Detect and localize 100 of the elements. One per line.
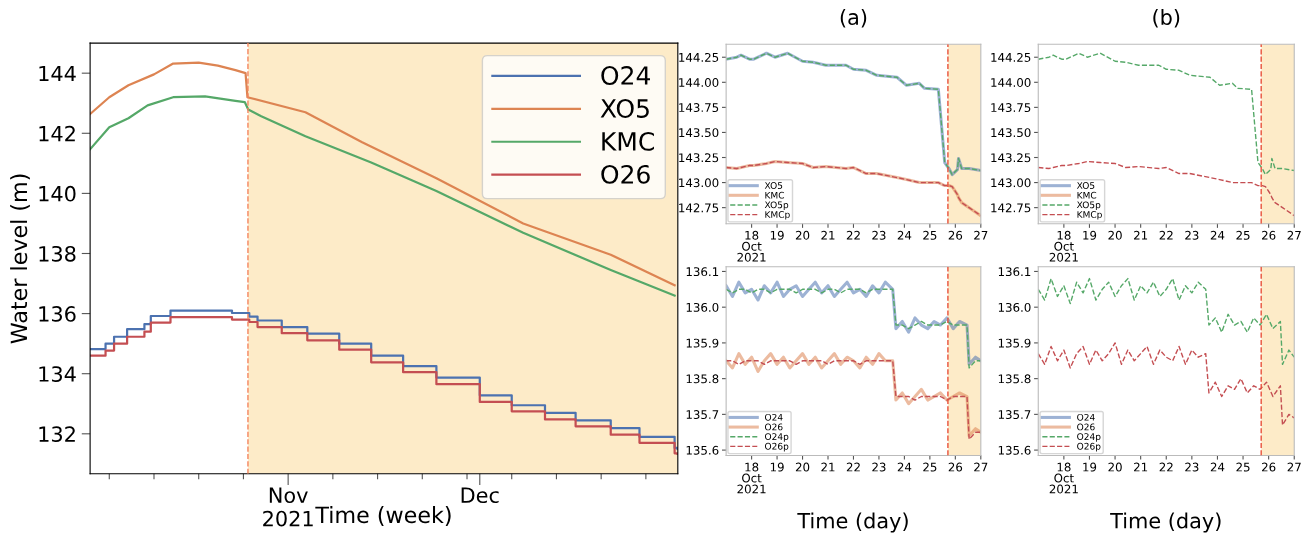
y-tick-label: 142.75 — [679, 203, 719, 213]
legend-label: KMC — [602, 131, 654, 151]
y-tick-label: 135.7 — [686, 410, 719, 420]
x-tick-label: 20 — [1108, 462, 1122, 472]
legend-label: XO5 — [600, 99, 649, 118]
x-tick-label: 26 — [1262, 230, 1276, 240]
y-tick-label: 136.0 — [998, 302, 1031, 312]
x-tick-label: 23 — [1185, 230, 1199, 240]
legend-label: O26 — [765, 423, 783, 431]
y-tick-label: 136 — [39, 306, 76, 322]
x-tick-label: 18 Oct 2021 — [737, 462, 766, 494]
x-tick-label: 24 — [897, 230, 912, 240]
legend-label: O26 — [1077, 423, 1095, 431]
y-tick-label: 143.75 — [991, 103, 1031, 113]
y-tick-label: 143.00 — [679, 178, 719, 188]
x-tick-label: 19 — [1083, 462, 1097, 472]
y-tick-label: 142 — [39, 125, 75, 142]
x-tick-label: 22 — [1159, 462, 1173, 472]
x-tick-label: 19 — [770, 230, 784, 240]
y-tick-label: 136.1 — [998, 267, 1031, 277]
x-tick-label: 26 — [948, 230, 963, 240]
y-tick-label: 135.7 — [998, 410, 1031, 420]
y-tick-label: 135.8 — [998, 374, 1031, 384]
x-tick-label: Nov 2021 — [263, 487, 313, 527]
x-tick-label: 27 — [1287, 230, 1301, 240]
x-tick-label: 22 — [846, 462, 860, 472]
y-tick-label: 140 — [39, 185, 76, 202]
legend-label: O24 — [601, 66, 650, 85]
legend-label: O26p — [1077, 442, 1101, 452]
y-tick-label: 135.8 — [686, 374, 719, 384]
x-tick-label: 21 — [821, 462, 835, 472]
legend-label: O24 — [1077, 413, 1095, 421]
x-tick-label: 23 — [872, 462, 886, 472]
x-tick-label: 19 — [770, 462, 784, 472]
x-tick-label: 27 — [1287, 462, 1301, 472]
x-axis-title: Time (day) — [1110, 512, 1221, 533]
legend-label: KMCp — [765, 211, 790, 220]
x-tick-label: 21 — [821, 230, 835, 240]
y-tick-label: 135.9 — [686, 338, 719, 348]
legend-label: O26 — [601, 164, 650, 184]
x-tick-label: 27 — [974, 230, 988, 240]
legend-label: KMC — [1077, 191, 1097, 199]
y-tick-label: 143.50 — [679, 128, 719, 138]
x-tick-label: 20 — [795, 230, 810, 240]
chart-title: (a) — [840, 8, 867, 28]
y-tick-label: 134 — [39, 366, 76, 382]
x-tick-label: 21 — [1134, 230, 1148, 240]
x-tick-label: 23 — [872, 230, 886, 240]
legend-label: O24 — [765, 413, 783, 421]
x-axis-title: Time (week) — [315, 506, 451, 526]
legend-label: KMC — [765, 191, 785, 199]
legend-label: XO5p — [1076, 201, 1101, 210]
x-axis-title: Time (day) — [797, 512, 908, 533]
y-tick-label: 135.6 — [998, 445, 1031, 455]
y-tick-label: 144.25 — [679, 52, 719, 62]
y-tick-label: 135.9 — [998, 338, 1031, 348]
x-tick-label: 26 — [1262, 462, 1276, 472]
y-tick-label: 144.00 — [991, 78, 1031, 87]
y-tick-label: 132 — [39, 426, 75, 443]
y-axis-title: Water level (m) — [10, 174, 30, 344]
x-tick-label: 25 — [1236, 230, 1250, 240]
y-tick-label: 138 — [39, 245, 76, 262]
x-tick-label: 25 — [923, 230, 937, 240]
y-tick-label: 143.50 — [991, 128, 1031, 138]
y-tick-label: 143.75 — [679, 103, 719, 113]
x-tick-label: 22 — [1159, 230, 1173, 240]
y-tick-label: 142.75 — [991, 203, 1031, 213]
x-tick-label: Dec — [461, 487, 499, 504]
legend-label: O24p — [1077, 433, 1101, 442]
x-tick-label: 26 — [948, 462, 963, 472]
x-tick-label: 18 Oct 2021 — [1049, 462, 1078, 494]
x-tick-label: 25 — [1236, 462, 1250, 472]
x-tick-label: 21 — [1134, 462, 1148, 472]
chart-title: (b) — [1153, 8, 1180, 28]
y-tick-label: 143.00 — [991, 178, 1031, 188]
y-tick-label: 136.1 — [686, 267, 719, 277]
legend-label: XO5p — [764, 201, 789, 210]
x-tick-label: 20 — [795, 462, 810, 472]
x-tick-label: 22 — [846, 230, 860, 240]
y-tick-label: 135.6 — [686, 445, 719, 455]
y-tick-label: 144.00 — [679, 78, 719, 87]
legend-label: XO5 — [764, 182, 783, 189]
legend-label: O24p — [765, 433, 789, 442]
x-tick-label: 27 — [974, 462, 988, 472]
legend-label: XO5 — [1076, 182, 1095, 189]
x-tick-label: 18 Oct 2021 — [737, 230, 766, 262]
y-tick-label: 143.25 — [679, 153, 719, 163]
legend-label: O26p — [765, 442, 789, 452]
x-tick-label: 24 — [1210, 462, 1225, 472]
x-tick-label: 20 — [1108, 230, 1122, 240]
y-tick-label: 136.0 — [686, 302, 719, 312]
y-tick-label: 144 — [39, 65, 76, 82]
y-tick-label: 143.25 — [991, 153, 1031, 163]
x-tick-label: 18 Oct 2021 — [1049, 230, 1078, 262]
legend-label: KMCp — [1077, 211, 1102, 220]
x-tick-label: 24 — [897, 462, 912, 472]
x-tick-label: 19 — [1083, 230, 1097, 240]
x-tick-label: 23 — [1185, 462, 1199, 472]
y-tick-label: 144.25 — [991, 52, 1031, 62]
x-tick-label: 25 — [923, 462, 937, 472]
